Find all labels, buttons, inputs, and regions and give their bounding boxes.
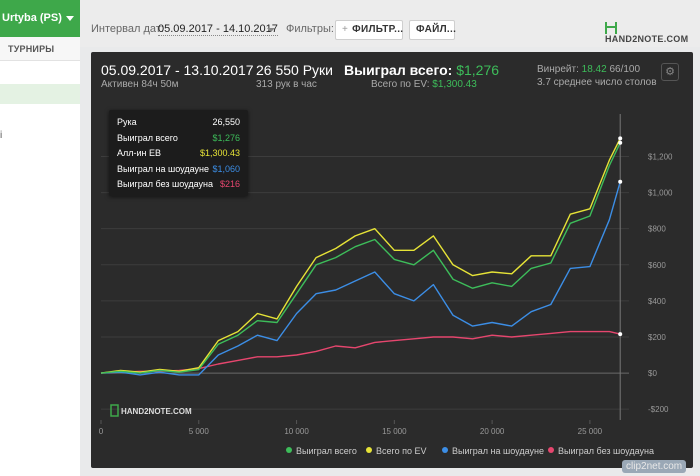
- legend-item[interactable]: Всего по EV: [366, 446, 426, 456]
- file-button[interactable]: ФАЙЛ...: [409, 20, 456, 40]
- sidebar: Urtyba (PS) ТУРНИРЫ і: [0, 0, 80, 476]
- x-tick-label: 5 000: [189, 427, 210, 436]
- stats-hands: 26 550 Руки: [256, 62, 333, 78]
- legend-item[interactable]: Выиграл на шоудауне: [442, 446, 544, 456]
- filters-label: Фильтры:: [286, 23, 334, 35]
- chart-watermark: HAND2NOTE.COM: [121, 407, 192, 416]
- stats-tables-avg: 3.7 среднее число столов: [537, 77, 657, 88]
- chart-logo-icon: [110, 404, 119, 417]
- y-tick-label: $200: [648, 333, 666, 342]
- legend-label: Выиграл на шоудауне: [452, 446, 544, 456]
- tooltip-value: 26,550: [212, 117, 240, 127]
- series-line: [100, 330, 621, 374]
- tooltip-row: Выиграл на шоудауне $1,060: [117, 164, 240, 180]
- total-won-value: $1,276: [456, 62, 500, 78]
- x-tick-label: 20 000: [480, 427, 505, 436]
- x-tick-label: 15 000: [382, 427, 407, 436]
- tooltip-label: Выиграл без шоудауна: [117, 179, 213, 189]
- tooltip-row: Алл-ин ЕВ $1,300.43: [117, 148, 240, 164]
- tooltip-row: Выиграл без шоудауна $216: [117, 179, 240, 195]
- stats-active-time: Активен 84ч 50м: [101, 79, 179, 90]
- series-endpoint: [618, 140, 623, 145]
- stats-winrate: Винрейт: 18.42 66/100: [537, 64, 640, 75]
- tooltip-value: $216: [219, 179, 240, 189]
- y-tick-label: -$200: [648, 405, 669, 414]
- tooltip-value: $1,060: [212, 163, 240, 174]
- tooltip-label: Рука: [117, 117, 137, 127]
- tooltip-row: Выиграл всего $1,276: [117, 133, 240, 149]
- tooltip-label: Выиграл на шоудауне: [117, 163, 209, 174]
- x-tick-label: 10 000: [284, 427, 309, 436]
- sidebar-item-tournaments[interactable]: ТУРНИРЫ: [0, 37, 80, 61]
- y-tick-label: $600: [648, 261, 666, 270]
- x-tick-label: 25 000: [578, 427, 603, 436]
- tooltip-value: $1,276: [212, 132, 240, 143]
- player-name: Urtyba (PS): [2, 12, 62, 24]
- legend-item[interactable]: Выиграл без шоудауна: [548, 446, 654, 456]
- stats-ev: Всего по EV: $1,300.43: [371, 79, 477, 90]
- filter-button-label: ФИЛЬТР...: [352, 24, 404, 35]
- tooltip-value: $1,300.43: [199, 148, 240, 158]
- chart-tooltip: Рука 26,550 Выиграл всего $1,276 Алл-ин ЕВ $1…: [109, 110, 248, 196]
- plus-icon: +: [342, 24, 349, 35]
- logo-text: HAND2NOTE.COM: [605, 34, 689, 44]
- legend-label: Выиграл всего: [296, 446, 357, 456]
- ev-label: Всего по EV:: [371, 79, 430, 90]
- hand2note-logo: HAND2NOTE.COM: [605, 22, 700, 44]
- graph-panel: -$200 $0 $200 $400 $600 $800 $1,000 $1,200 0 5 00…: [91, 52, 693, 468]
- logo-icon: [605, 22, 617, 34]
- sidebar-item-active[interactable]: [0, 84, 80, 104]
- tooltip-label: Выиграл всего: [117, 132, 178, 143]
- series-endpoint: [618, 332, 623, 337]
- winrate-value: 18.42: [581, 64, 607, 75]
- legend-dot-icon: [286, 447, 292, 453]
- winrate-label: Винрейт:: [537, 64, 579, 75]
- stats-date-range: 05.09.2017 - 13.10.2017: [101, 62, 254, 78]
- series-line: [100, 142, 621, 374]
- series-endpoint: [618, 136, 623, 141]
- clip2net-watermark: clip2net.com: [622, 460, 687, 473]
- series-endpoint: [618, 179, 623, 184]
- y-tick-label: $400: [648, 297, 666, 306]
- ev-value: $1,300.43: [432, 79, 477, 90]
- y-tick-label: $800: [648, 225, 666, 234]
- tooltip-row: Рука 26,550: [117, 117, 240, 133]
- legend-item[interactable]: Выиграл всего: [286, 446, 357, 456]
- date-interval-picker[interactable]: 05.09.2017 - 14.10.2017: [158, 23, 278, 36]
- chevron-down-icon: [65, 15, 74, 21]
- winnings-chart[interactable]: -$200 $0 $200 $400 $600 $800 $1,000 $1,200 0 5 00…: [91, 52, 693, 468]
- series-line: [100, 181, 621, 376]
- x-tick-label: 0: [99, 427, 104, 436]
- chevron-down-icon[interactable]: [267, 28, 275, 32]
- gear-icon[interactable]: ⚙: [661, 63, 679, 81]
- total-won-label: Выиграл всего:: [344, 62, 453, 78]
- series-line: [100, 138, 621, 374]
- y-tick-label: $1,200: [648, 152, 673, 161]
- winrate-unit: 66/100: [609, 64, 641, 75]
- legend-dot-icon: [366, 447, 372, 453]
- sidebar-item-partial: і: [0, 130, 3, 141]
- date-interval-label: Интервал дат:: [91, 23, 164, 35]
- chart-legend: Выиграл всего Всего по EV Выиграл на шоуда…: [286, 446, 686, 458]
- legend-label: Выиграл без шоудауна: [558, 446, 654, 456]
- legend-label: Всего по EV: [376, 446, 427, 456]
- toolbar: Интервал дат: 05.09.2017 - 14.10.2017 Фи…: [80, 0, 700, 47]
- stats-hands-rate: 313 рук в час: [256, 79, 317, 90]
- stats-total-won: Выиграл всего: $1,276: [344, 62, 499, 78]
- tooltip-label: Алл-ин ЕВ: [117, 148, 162, 158]
- filter-button[interactable]: + ФИЛЬТР...: [335, 20, 403, 40]
- legend-dot-icon: [442, 447, 448, 453]
- player-selector[interactable]: Urtyba (PS): [0, 0, 80, 37]
- legend-dot-icon: [548, 447, 554, 453]
- y-tick-label: $0: [648, 369, 657, 378]
- y-tick-label: $1,000: [648, 189, 673, 198]
